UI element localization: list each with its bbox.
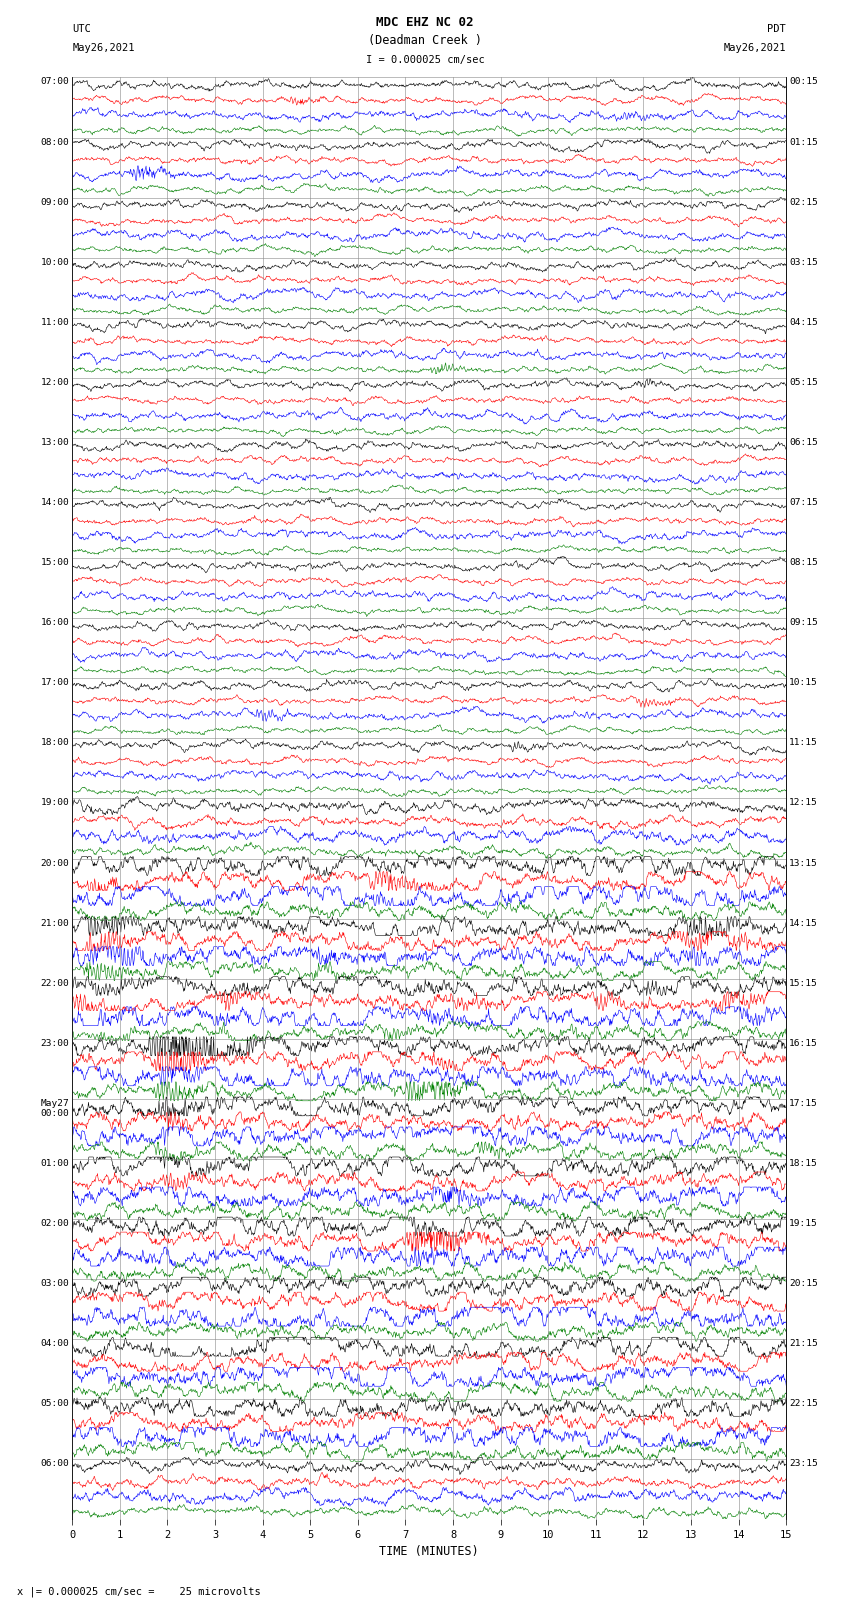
- Text: May26,2021: May26,2021: [723, 44, 786, 53]
- Text: (Deadman Creek ): (Deadman Creek ): [368, 34, 482, 47]
- Text: UTC: UTC: [72, 24, 91, 34]
- Text: I = 0.000025 cm/sec: I = 0.000025 cm/sec: [366, 55, 484, 65]
- X-axis label: TIME (MINUTES): TIME (MINUTES): [379, 1545, 479, 1558]
- Text: PDT: PDT: [768, 24, 786, 34]
- Text: May26,2021: May26,2021: [72, 44, 135, 53]
- Text: MDC EHZ NC 02: MDC EHZ NC 02: [377, 16, 473, 29]
- Text: x |= 0.000025 cm/sec =    25 microvolts: x |= 0.000025 cm/sec = 25 microvolts: [17, 1586, 261, 1597]
